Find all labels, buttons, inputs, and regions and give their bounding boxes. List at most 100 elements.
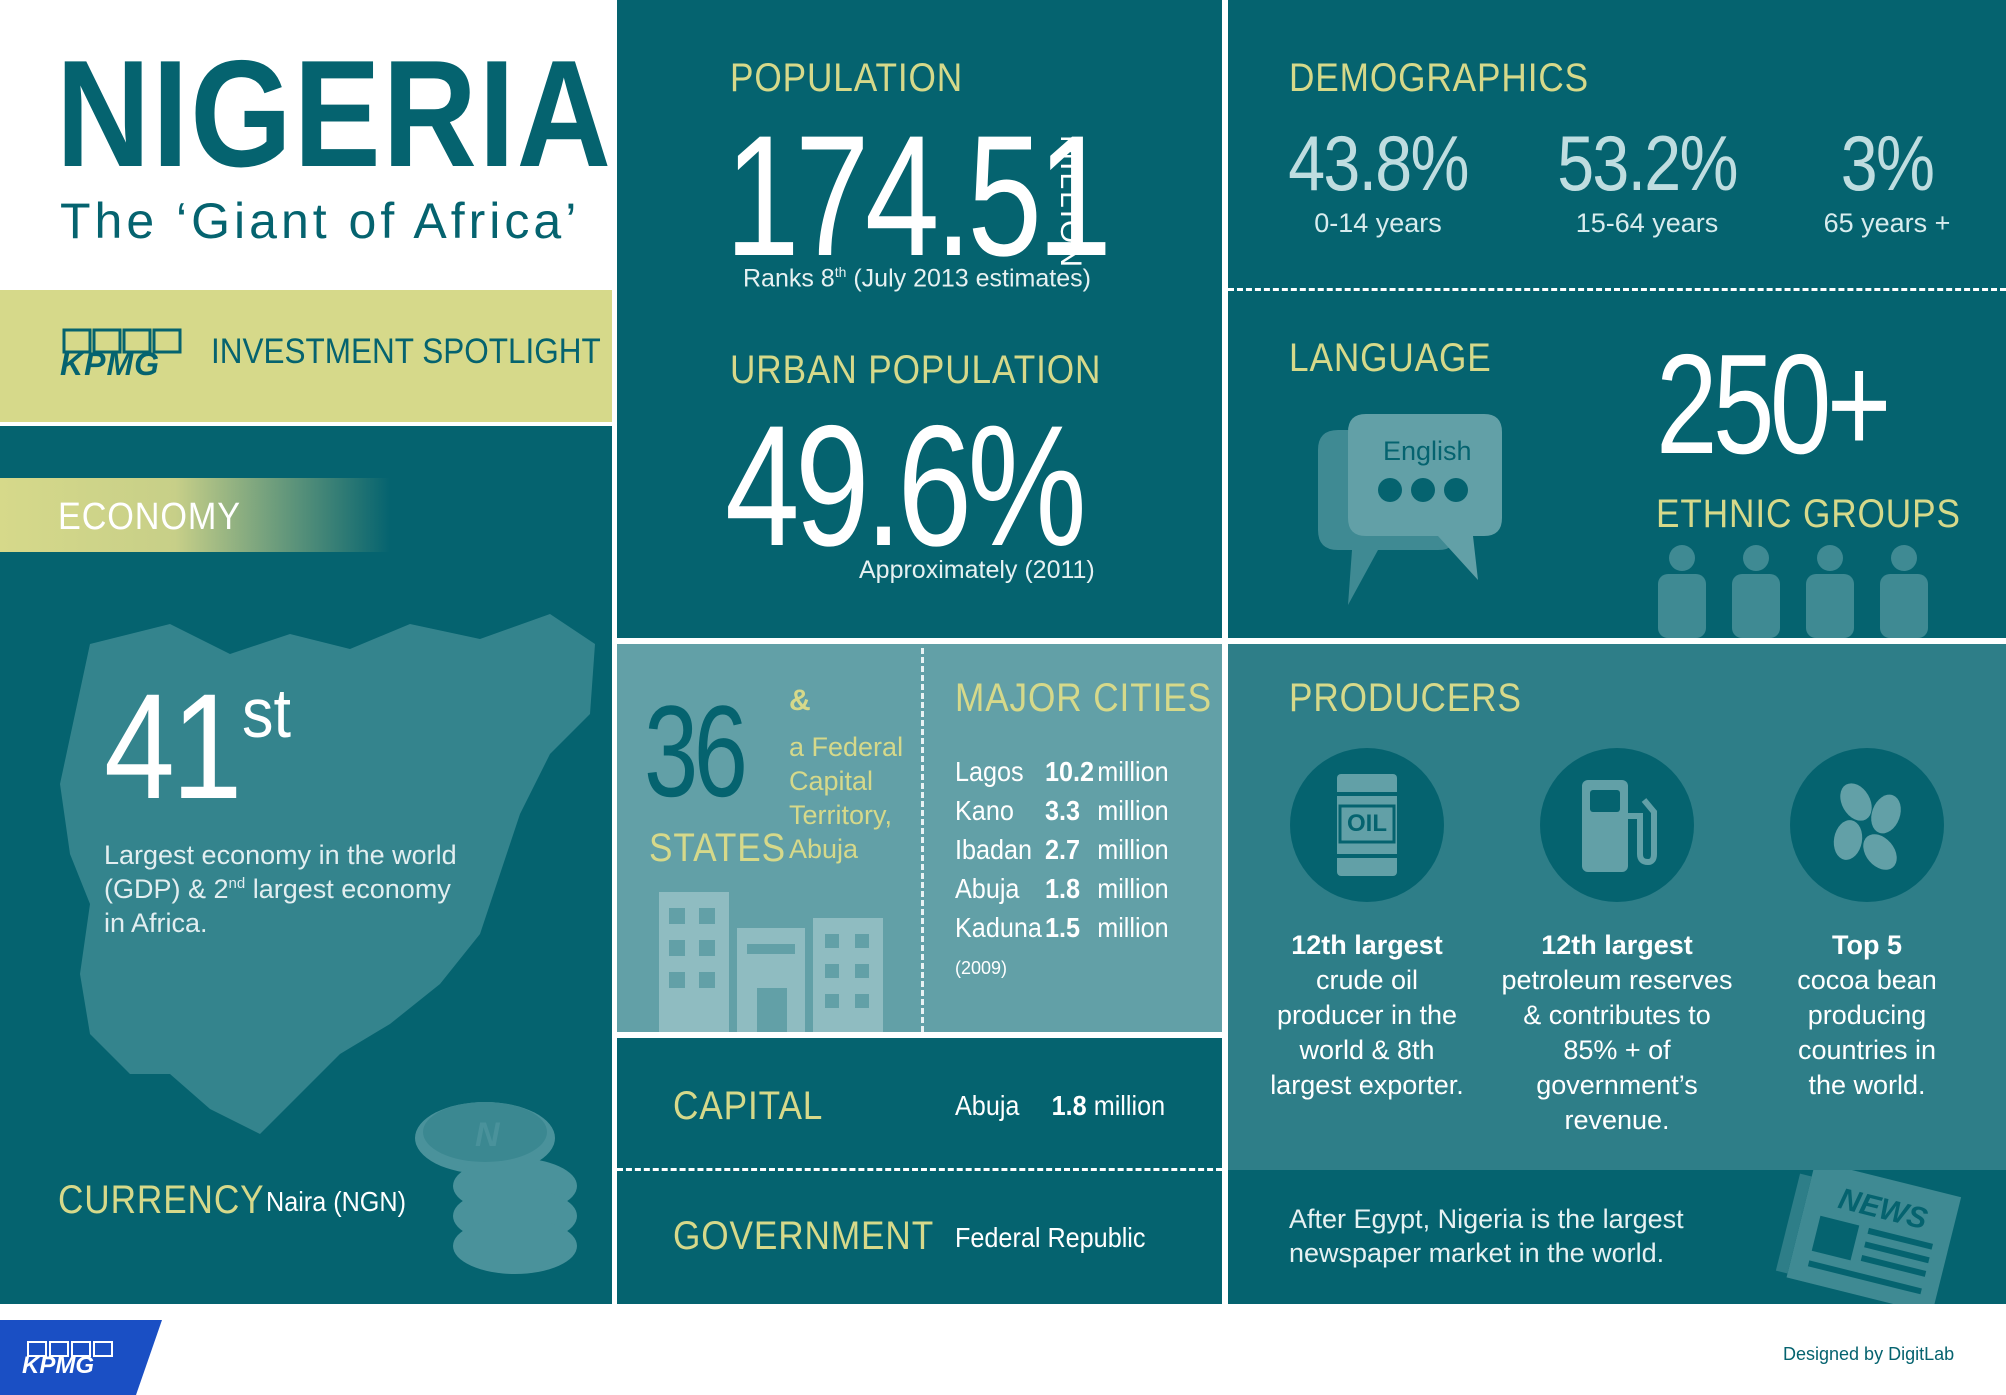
investment-spotlight-banner: KPMG INVESTMENT SPOTLIGHT (0, 290, 612, 422)
producers-panel: PRODUCERS OIL 12th largest crude oil pro… (1228, 644, 2006, 1170)
demographics-divider (1228, 288, 2006, 291)
newspaper-panel: After Egypt, Nigeria is the largest news… (1228, 1170, 2006, 1304)
population-note: Ranks 8th (July 2013 estimates) (743, 264, 1091, 293)
capital-population: 1.8 (1051, 1090, 1087, 1121)
producer-line: the world. (1808, 1070, 1926, 1100)
urban-population-note: Approximately (2011) (859, 556, 1095, 584)
cities-year: (2009) (955, 958, 1008, 978)
capital-value: Abuja 1.8 million (955, 1090, 1165, 1122)
demographics-language-panel: DEMOGRAPHICS 43.8% 0-14 years 53.2% 15-6… (1228, 0, 2006, 638)
cocoa-bean-icon (1833, 783, 1901, 870)
major-cities-heading: MAJOR CITIES (955, 676, 1212, 720)
city-value: 3.3 (1045, 795, 1081, 826)
buildings-icon (659, 892, 883, 1032)
capital-city: Abuja (955, 1090, 1020, 1121)
population-heading: POPULATION (730, 56, 964, 100)
population-note-b: (July 2013 estimates) (846, 264, 1091, 293)
capital-unit: million (1093, 1090, 1166, 1121)
page-title: NIGERIA (56, 29, 613, 199)
city-row: Lagos 10.2 million (955, 756, 1169, 788)
producer-bold: Top 5 (1832, 930, 1902, 960)
city-unit: million (1097, 795, 1169, 826)
nigeria-map-icon (60, 614, 595, 1134)
producer-line: countries in (1797, 1035, 1937, 1065)
speech-bubble-icon (1318, 414, 1502, 605)
demographics-heading: DEMOGRAPHICS (1289, 56, 1590, 100)
economy-heading-bar (0, 478, 390, 552)
producer-line: world & 8th (1299, 1035, 1435, 1065)
states-line3: Territory, (789, 800, 893, 830)
population-panel: POPULATION 174.51 MILLION Ranks 8th (Jul… (617, 0, 1222, 638)
economy-description-line2: (GDP) & 2nd largest economy (104, 874, 451, 905)
page-subtitle: The ‘Giant of Africa’ (60, 193, 581, 249)
demographic-pct: 43.8% (1288, 119, 1469, 207)
city-unit: million (1097, 834, 1169, 865)
title-panel: NIGERIA The ‘Giant of Africa’ (0, 0, 612, 288)
city-name: Kano (955, 795, 1014, 826)
coins-icon: N (415, 1102, 577, 1274)
urban-population-heading: URBAN POPULATION (730, 348, 1102, 392)
capital-label: CAPITAL (673, 1084, 824, 1128)
economy-rank-number: 41 (104, 662, 242, 830)
city-name: Ibadan (955, 834, 1033, 865)
demographic-label: 0-14 years (1314, 208, 1442, 238)
population-note-sup: th (834, 264, 847, 280)
population-unit: MILLION (1054, 135, 1087, 270)
economy-heading: ECONOMY (58, 496, 242, 538)
fuel-pump-icon (1582, 780, 1657, 872)
newspaper-icon: NEWS (1775, 1170, 1962, 1304)
economy-desc-part-a: (GDP) & 2 (104, 874, 229, 904)
states-cities-divider (921, 648, 924, 1032)
producer-line: cocoa bean (1797, 965, 1937, 995)
language-bubble-text: English (1383, 436, 1472, 466)
footer: KPMG Designed by DigitLab (0, 1304, 2006, 1395)
city-unit: million (1097, 756, 1169, 787)
ethnic-groups-label: ETHNIC GROUPS (1656, 492, 1961, 536)
demographic-pct: 53.2% (1557, 119, 1738, 207)
states-line4: Abuja (789, 834, 859, 864)
population-value: 174.51 (725, 100, 1112, 292)
coin-letter: N (475, 1116, 501, 1154)
city-row: Kano 3.3 million (955, 795, 1169, 827)
language-heading: LANGUAGE (1289, 336, 1492, 380)
capital-government-panel: CAPITAL Abuja 1.8 million GOVERNMENT Fed… (617, 1038, 1222, 1304)
economy-panel: ECONOMY 41 st Largest economy in the wor… (0, 426, 612, 1304)
newspaper-line2: newspaper market in the world. (1289, 1238, 1665, 1268)
producer-line: producer in the (1276, 1000, 1458, 1030)
states-number: 36 (644, 678, 748, 824)
cocoa-bean-circle (1790, 748, 1944, 902)
urban-population-value: 49.6% (725, 390, 1087, 582)
producer-line: government’s (1536, 1070, 1698, 1100)
producer-line: & contributes to (1523, 1000, 1711, 1030)
economy-desc-sup: nd (228, 875, 246, 892)
states-line1: a Federal (789, 732, 904, 762)
population-note-a: Ranks 8 (743, 264, 835, 293)
kpmg-logo: KPMG (58, 328, 192, 384)
footer-credit: Designed by DigitLab (1783, 1344, 1955, 1364)
currency-label: CURRENCY (58, 1178, 265, 1222)
city-unit: million (1097, 912, 1169, 943)
producer-line: largest exporter. (1270, 1070, 1464, 1100)
producer-bold: 12th largest (1541, 930, 1693, 960)
spotlight-label: INVESTMENT SPOTLIGHT (211, 332, 601, 371)
states-label: STATES (649, 826, 786, 870)
states-cities-panel: 36 STATES & a Federal Capital Territory,… (617, 644, 1222, 1032)
currency-value: Naira (NGN) (266, 1186, 407, 1217)
capital-divider (617, 1168, 1222, 1171)
city-name: Abuja (955, 873, 1020, 904)
economy-description-line3: in Africa. (104, 908, 208, 938)
city-row: Abuja 1.8 million (955, 873, 1169, 905)
producer-bold: 12th largest (1291, 930, 1443, 960)
city-value: 1.8 (1045, 873, 1081, 904)
city-value: 2.7 (1045, 834, 1081, 865)
city-row: Kaduna 1.5 million (955, 912, 1169, 944)
city-row: Ibadan 2.7 million (955, 834, 1169, 866)
city-name: Kaduna (955, 912, 1042, 943)
economy-rank-suffix: st (242, 674, 292, 752)
city-name: Lagos (955, 756, 1024, 787)
states-amp: & (789, 684, 811, 717)
city-value: 10.2 (1045, 756, 1095, 787)
producer-line: revenue. (1564, 1105, 1670, 1135)
ethnic-groups-count: 250+ (1656, 325, 1891, 484)
demographic-label: 15-64 years (1575, 208, 1719, 238)
